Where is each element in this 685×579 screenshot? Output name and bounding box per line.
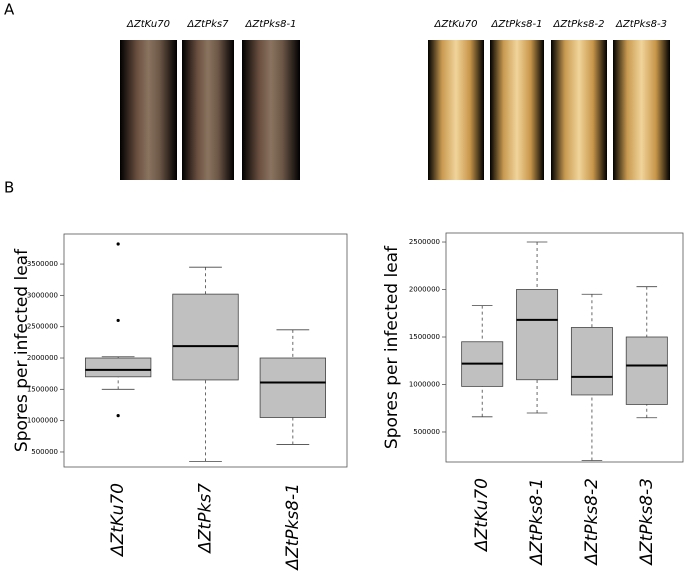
photo-label: ΔZtPks8-2 <box>553 19 605 30</box>
x-tick-label: ΔZtPks7 <box>196 483 216 555</box>
leaf-photo <box>428 40 484 180</box>
outlier <box>116 318 120 323</box>
y-tick-label: 2000000 <box>409 286 440 294</box>
leaf-photo <box>182 40 234 180</box>
photo-label: ΔZtPks8-3 <box>615 19 667 30</box>
box <box>84 357 152 378</box>
charts: 500000 1000000 1500000 2000000 2500000 300000… <box>12 232 684 572</box>
leaf-photo <box>613 40 670 180</box>
photo-label: ΔZtKu70 <box>434 19 478 30</box>
plot-frame <box>63 233 348 468</box>
leaf-photo <box>490 40 544 180</box>
box <box>516 289 559 381</box>
photo-label: ΔZtPks7 <box>186 19 229 30</box>
x-tick-label: ΔZtKu70 <box>472 478 492 553</box>
plot-frame <box>445 232 684 463</box>
panel-label: A <box>4 1 15 19</box>
photo-label: ΔZtPks8-1 <box>245 19 297 30</box>
y-tick-label: 2000000 <box>27 354 58 362</box>
x-tick-label: ΔZtPks8-3 <box>637 478 657 567</box>
panel-label: B <box>4 179 14 197</box>
leaf-photos: ΔZtKu70 ΔZtPks7 ΔZtPks8-1 ΔZtKu70 ΔZtPks8-1 Δ… <box>120 19 670 180</box>
x-tick-label: ΔZtPks8-1 <box>283 483 303 572</box>
y-tick-label: 1000000 <box>409 380 440 388</box>
outlier <box>116 414 120 418</box>
photo-label: ΔZtPks8-1 <box>491 19 543 30</box>
outlier <box>116 242 120 246</box>
box <box>625 336 668 405</box>
box <box>172 293 239 381</box>
x-tick-label: ΔZtPks8-2 <box>582 478 602 567</box>
box <box>259 357 327 418</box>
y-tick-label: 1000000 <box>27 417 58 425</box>
box <box>570 327 613 396</box>
y-tick-label: 2500000 <box>409 238 440 246</box>
y-tick-label: 1500000 <box>27 385 58 393</box>
y-tick-label: 3000000 <box>27 291 58 299</box>
y-tick-label: 3500000 <box>27 260 58 268</box>
y-tick-label: 2500000 <box>27 323 58 331</box>
x-tick-label: ΔZtPks8-1 <box>527 478 547 567</box>
y-tick-label: 500000 <box>413 428 440 436</box>
photo-label: ΔZtKu70 <box>126 19 170 30</box>
x-tick-label: ΔZtKu70 <box>108 483 128 558</box>
leaf-photo <box>551 40 607 180</box>
y-axis-title: Spores per infected leaf <box>12 248 32 452</box>
leaf-photo <box>242 40 300 180</box>
y-tick-label: 1500000 <box>409 333 440 341</box>
y-tick-label: 500000 <box>31 448 58 456</box>
leaf-photo <box>120 40 177 180</box>
y-axis-title: Spores per infected leaf <box>382 245 402 449</box>
